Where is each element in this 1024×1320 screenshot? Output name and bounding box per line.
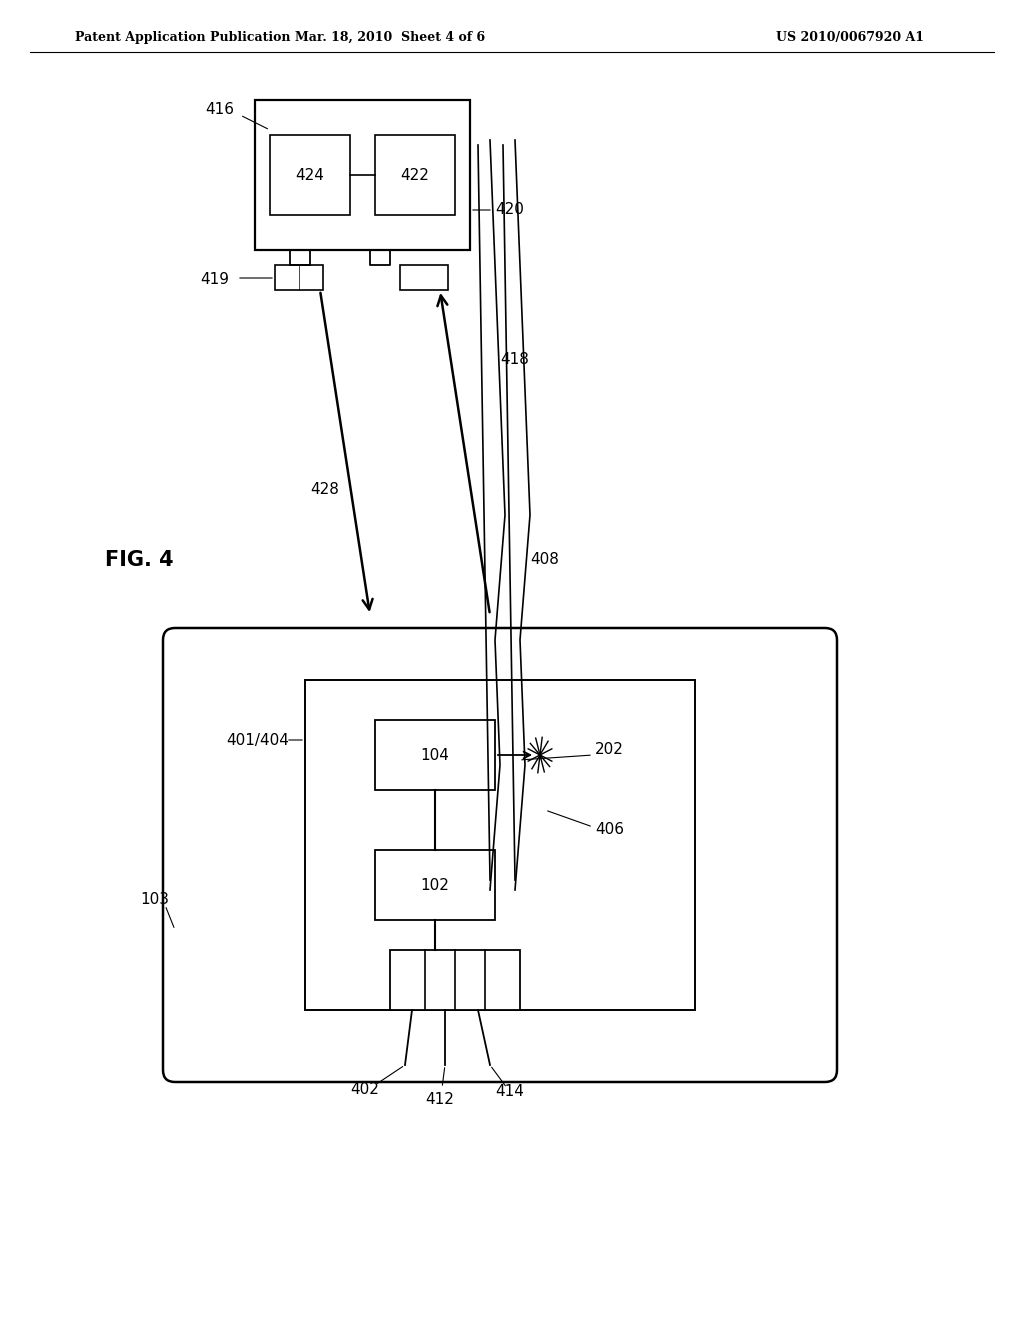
Text: 202: 202 bbox=[595, 742, 624, 758]
Text: FIG. 4: FIG. 4 bbox=[105, 550, 174, 570]
Bar bbox=[275, 265, 323, 290]
Text: 416: 416 bbox=[206, 103, 234, 117]
Bar bbox=[305, 680, 695, 1010]
Text: 408: 408 bbox=[530, 553, 559, 568]
Text: 414: 414 bbox=[496, 1085, 524, 1100]
Text: 406: 406 bbox=[595, 822, 624, 837]
Text: Patent Application Publication: Patent Application Publication bbox=[75, 30, 291, 44]
Text: 104: 104 bbox=[421, 747, 450, 763]
Text: 428: 428 bbox=[310, 483, 339, 498]
Text: 419: 419 bbox=[201, 272, 229, 288]
Text: US 2010/0067920 A1: US 2010/0067920 A1 bbox=[776, 30, 924, 44]
Text: 422: 422 bbox=[400, 168, 429, 182]
Text: 420: 420 bbox=[495, 202, 524, 218]
Bar bbox=[255, 100, 470, 249]
FancyBboxPatch shape bbox=[163, 628, 837, 1082]
Text: 401/404: 401/404 bbox=[226, 733, 290, 747]
Text: Mar. 18, 2010  Sheet 4 of 6: Mar. 18, 2010 Sheet 4 of 6 bbox=[295, 30, 485, 44]
Bar bbox=[270, 135, 350, 215]
Text: 102: 102 bbox=[421, 878, 450, 892]
Text: 103: 103 bbox=[140, 892, 170, 908]
Text: 402: 402 bbox=[350, 1082, 380, 1097]
Bar bbox=[375, 135, 455, 215]
Text: 424: 424 bbox=[296, 168, 325, 182]
Bar bbox=[390, 950, 520, 1010]
Bar bbox=[400, 265, 449, 290]
Text: 418: 418 bbox=[500, 352, 528, 367]
Bar bbox=[375, 850, 495, 920]
Bar bbox=[375, 719, 495, 789]
Text: 412: 412 bbox=[426, 1093, 455, 1107]
